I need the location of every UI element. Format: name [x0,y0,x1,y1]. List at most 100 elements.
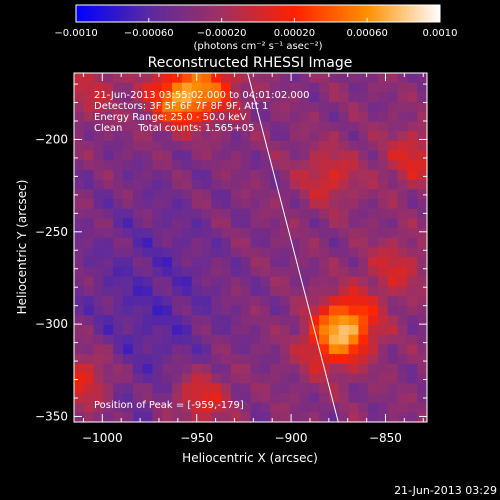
heatmap-cell [377,199,389,210]
heatmap-cell [211,140,222,152]
heatmap-cell [240,189,252,200]
heatmap-cell [123,344,134,355]
heatmap-cell [113,228,124,239]
heatmap-cell [152,131,163,142]
heatmap-cell [240,392,252,404]
heatmap-cell [230,92,242,103]
heatmap-cell [358,363,369,375]
heatmap-cell [279,150,291,161]
heatmap-cell [299,325,310,336]
heatmap-cell [387,237,399,249]
heatmap-cell [83,131,95,142]
heatmap-cell [319,402,330,413]
heatmap-cell [377,363,389,375]
heatmap-cell [270,92,281,103]
heatmap-cell [123,102,134,113]
heatmap-cell [309,228,320,239]
heatmap-cell [387,373,399,384]
heatmap-cell [230,334,242,346]
heatmap-cell [260,334,271,346]
heatmap-cell [348,121,359,132]
heatmap-cell [74,402,85,413]
heatmap-cell [309,237,320,249]
heatmap-cell [387,208,399,220]
heatmap-cell [142,82,154,93]
heatmap-cell [83,160,95,171]
heatmap-cell [368,218,379,229]
heatmap-cell [172,73,183,84]
heatmap-cell [221,286,232,297]
heatmap-cell [377,160,389,171]
heatmap-cell [299,92,310,103]
heatmap-cell [132,315,144,326]
heatmap-cell [309,102,320,113]
chart-title: Reconstructed RHESSI Image [148,55,353,71]
heatmap-cell [358,373,369,384]
heatmap-cell [221,392,232,404]
heatmap-cell [191,247,203,258]
heatmap-cell [260,295,271,307]
heatmap-cell [260,237,271,249]
heatmap-cell [309,150,320,161]
heatmap-cell [387,228,399,239]
heatmap-cell [260,402,271,413]
heatmap-cell [240,305,252,316]
heatmap-cell [123,218,134,229]
heatmap-cell [172,179,183,190]
heatmap-cell [162,111,173,123]
heatmap-cell [162,344,173,355]
heatmap-cell [338,363,350,375]
heatmap-cell [221,402,232,413]
heatmap-cell [181,325,193,336]
heatmap-cell [83,325,95,336]
heatmap-cell [123,266,134,278]
heatmap-cell [103,73,114,84]
heatmap-cell [289,334,301,346]
heatmap-cell [191,237,203,249]
heatmap-cell [152,82,163,93]
heatmap-cell [113,286,124,297]
heatmap-cell [397,169,408,181]
heatmap-cell [407,276,418,287]
heatmap-cell [348,169,359,181]
heatmap-cell [289,373,301,384]
heatmap-cell [299,208,310,220]
heatmap-cell [328,150,340,161]
heatmap-cell [358,315,369,326]
heatmap-cell [279,402,291,413]
heatmap-cell [397,412,408,423]
heatmap-cell [260,383,271,394]
heatmap-cell [191,295,203,307]
heatmap-cell [250,354,261,365]
heatmap-cell [113,92,124,103]
heatmap-cell [201,344,212,355]
heatmap-cell [201,73,212,84]
heatmap-cell [152,199,163,210]
heatmap-cell [328,189,340,200]
heatmap-cell [377,111,389,123]
heatmap-cell [417,82,428,93]
heatmap-cell [201,140,212,152]
heatmap-cell [123,295,134,307]
heatmap-cell [221,82,232,93]
heatmap-cell [397,315,408,326]
heatmap-cell [299,305,310,316]
heatmap-cell [299,266,310,278]
heatmap-cell [407,237,418,249]
heatmap-cell [181,257,193,268]
heatmap-cell [397,131,408,142]
heatmap-cell [240,383,252,394]
heatmap-cell [93,305,105,316]
heatmap-cell [221,111,232,123]
heatmap-cell [230,363,242,375]
heatmap-cell [348,305,359,316]
heatmap-cell [221,218,232,229]
heatmap-cell [358,140,369,152]
heatmap-cell [93,257,105,268]
heatmap-cell [407,179,418,190]
heatmap-cell [103,247,114,258]
heatmap-cell [417,140,428,152]
heatmap-cell [417,189,428,200]
heatmap-cell [142,131,154,142]
heatmap-cell [132,286,144,297]
